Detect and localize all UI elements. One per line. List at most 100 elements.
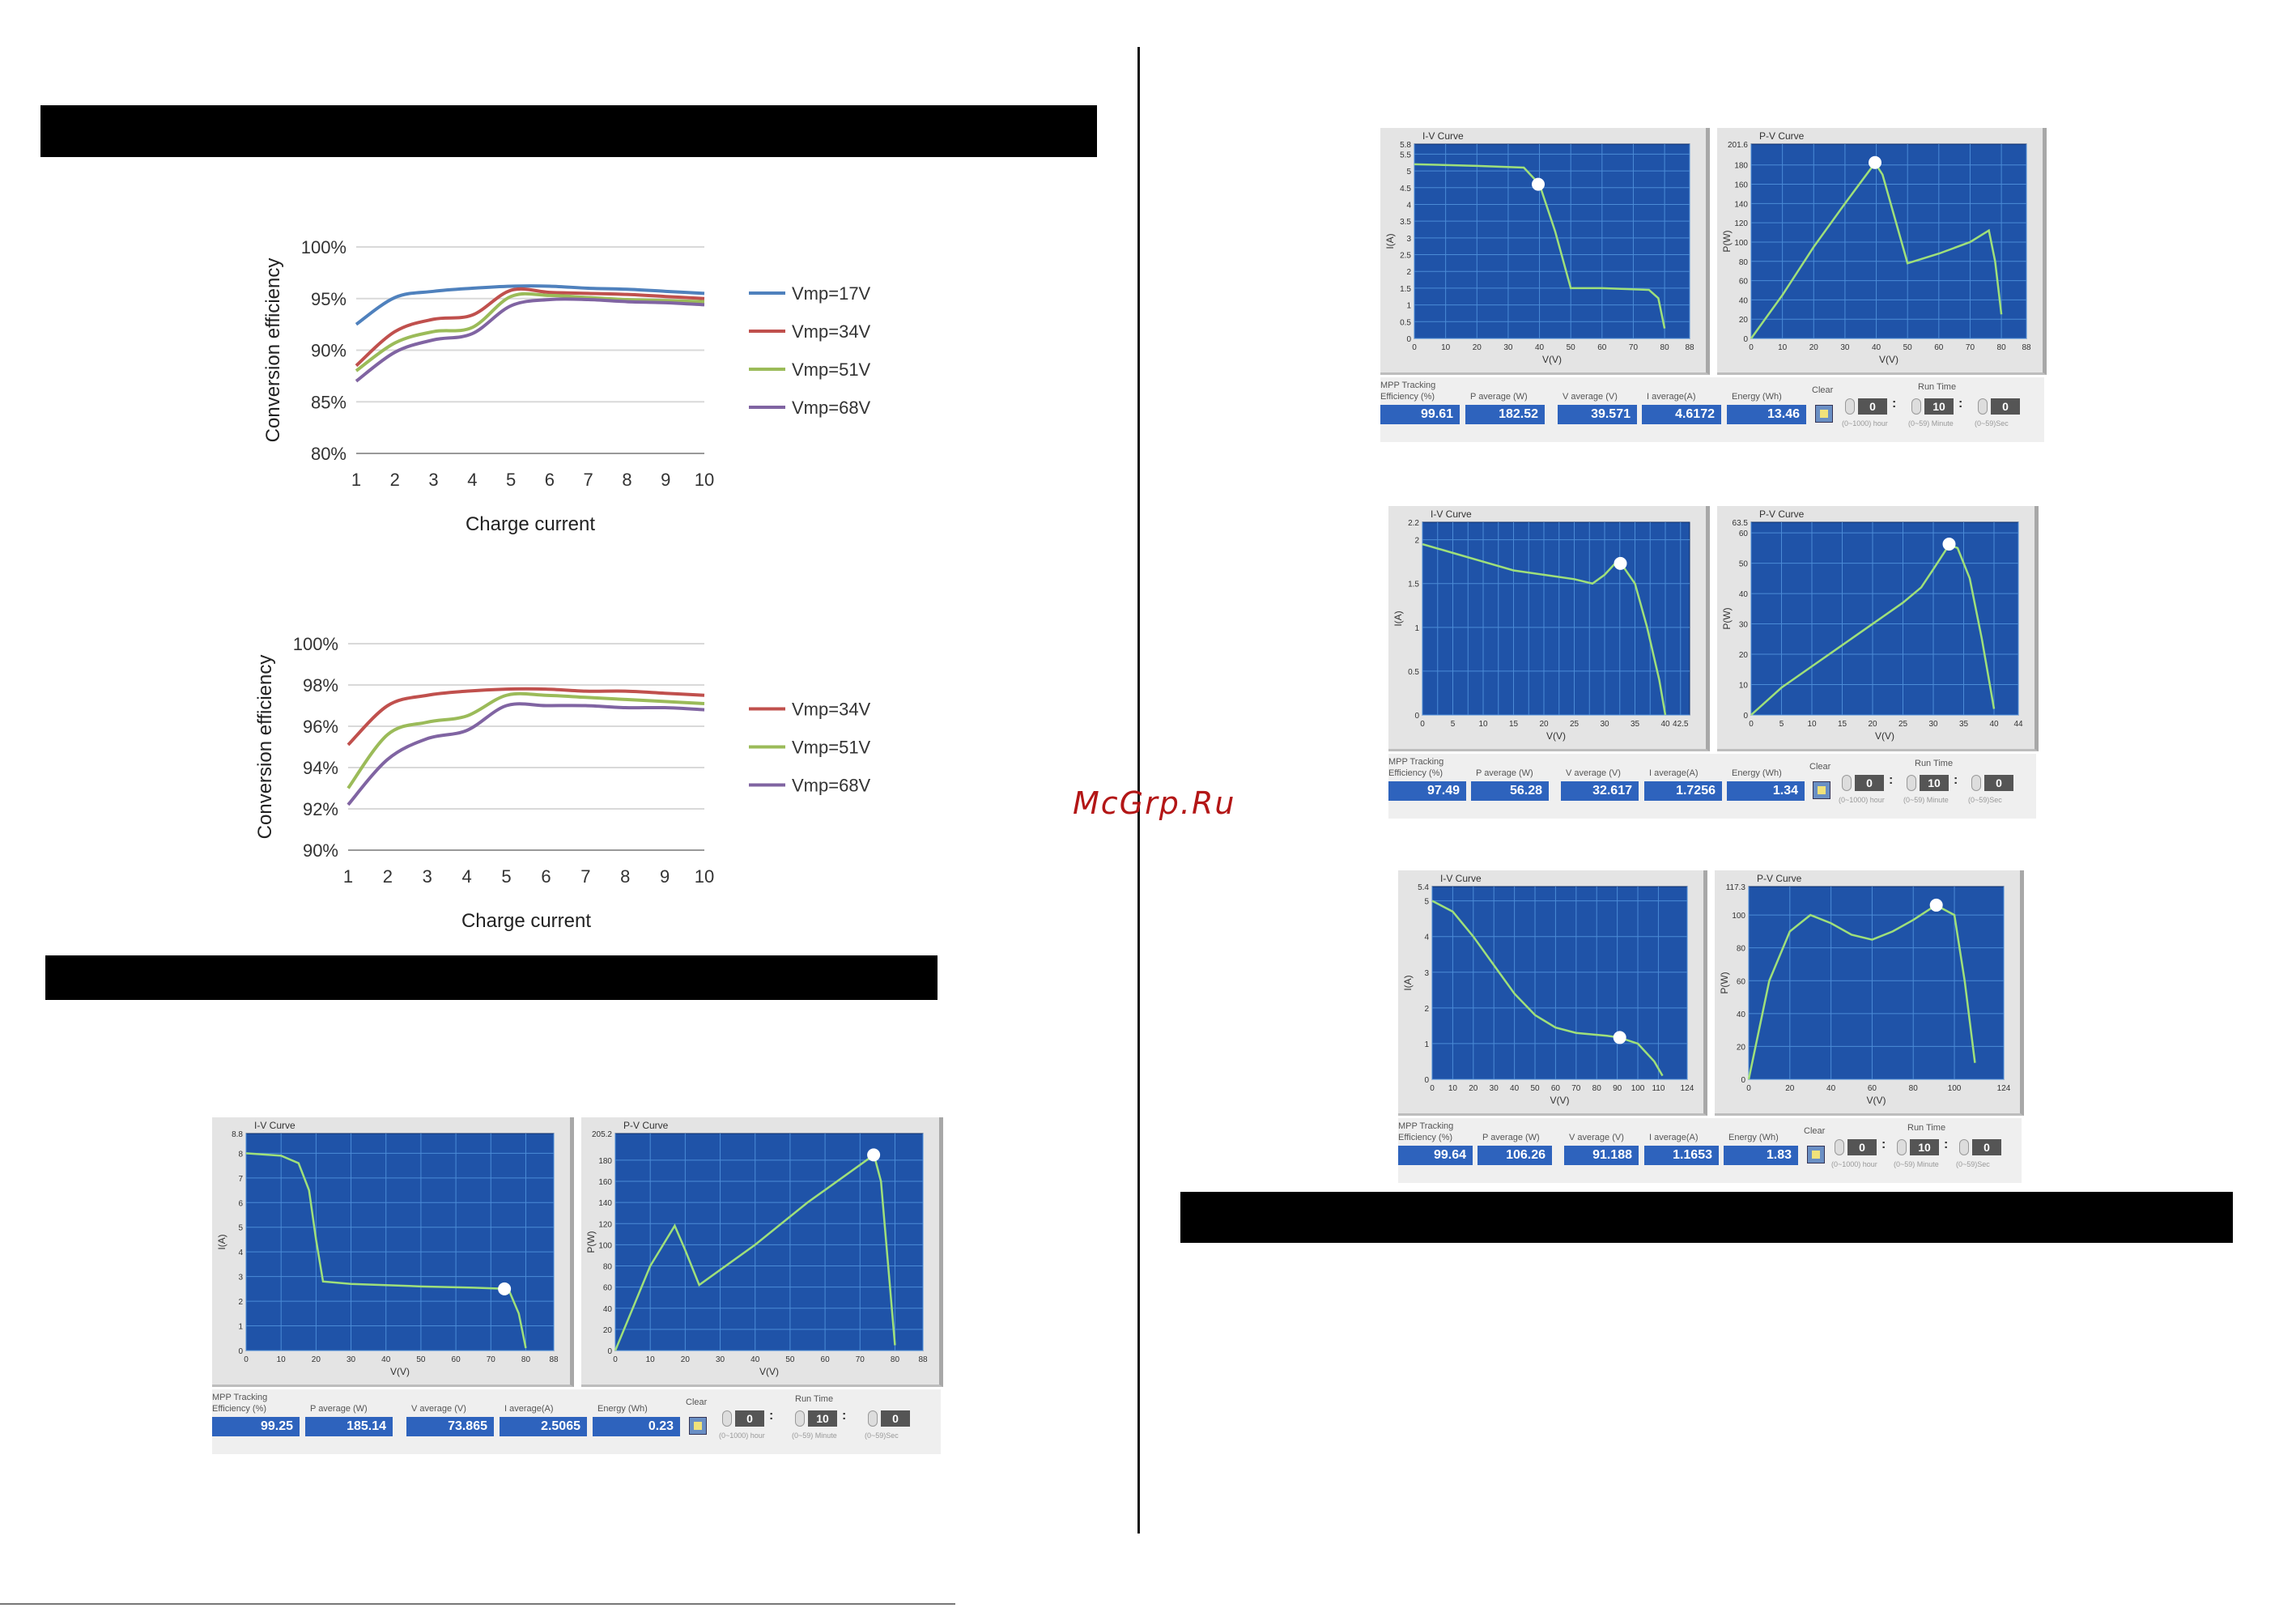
- section-header-bar-3: [1180, 1192, 2233, 1243]
- efficiency-header: MPP Tracking: [1398, 1121, 1454, 1131]
- mppt-result-1: I-V Curve 0 1 2 3 4 5 6 7 8 8.8 0 10 20 30 40 50 60 70 80 88…: [212, 1117, 943, 1457]
- runtime-label: Run Time: [1907, 1123, 1946, 1133]
- clear-button[interactable]: [1807, 1146, 1825, 1163]
- x-tick-label: 30: [1840, 343, 1850, 352]
- y-tick-label: 3: [238, 1274, 243, 1283]
- y-tick-label: 0: [1743, 712, 1748, 721]
- runtime-seconds[interactable]: 0: [881, 1410, 910, 1427]
- runtime-spinner[interactable]: [1971, 775, 1981, 791]
- runtime-minutes[interactable]: 10: [808, 1410, 837, 1427]
- x-tick-label: 10: [277, 1355, 287, 1364]
- curve-svg: P-V Curve 0 20 40 60 80 100 117.3 0 20 40 60 80 100 12…: [1719, 873, 2011, 1106]
- p-average-header: P average (W): [1476, 768, 1533, 778]
- plot-area: [245, 1133, 555, 1351]
- runtime-minutes[interactable]: 10: [1924, 398, 1954, 415]
- y-tick-label: 5: [238, 1224, 243, 1233]
- x-tick-label: 60: [821, 1355, 831, 1364]
- runtime-minutes[interactable]: 10: [1910, 1139, 1939, 1155]
- x-tick-label: 60: [1597, 343, 1607, 352]
- x-tick-label: 0: [1430, 1084, 1435, 1093]
- runtime-spinner[interactable]: [1835, 1139, 1844, 1155]
- x-tick-label: 6: [541, 866, 551, 887]
- curve-svg: I-V Curve 0 0.5 1 1.5 2 2.5 3 3.5 4 4.5 5 5.55.8 0 10 2…: [1384, 130, 1694, 365]
- x-tick-label: 60: [1868, 1084, 1877, 1093]
- x-tick-label: 2: [390, 470, 400, 490]
- clear-button[interactable]: [1813, 781, 1830, 799]
- runtime-seconds[interactable]: 0: [1991, 398, 2020, 415]
- y-tick-label: 90%: [311, 341, 347, 361]
- y-tick-label: 140: [1734, 200, 1748, 209]
- efficiency-value: 99.61: [1380, 405, 1460, 424]
- y-tick-label: 0: [1741, 1076, 1745, 1085]
- y-axis-label: P(W): [1721, 607, 1733, 629]
- y-tick-label: 30: [1739, 621, 1749, 630]
- curve-title: P-V Curve: [623, 1120, 669, 1131]
- runtime-spinner[interactable]: [1978, 398, 1988, 415]
- y-tick-label: 2: [1414, 537, 1419, 546]
- runtime-seconds[interactable]: 0: [1972, 1139, 2001, 1155]
- y-tick-label: 4: [1424, 934, 1429, 942]
- x-tick-label: 10: [1807, 720, 1817, 729]
- efficiency-value: 99.25: [212, 1417, 300, 1436]
- clear-label: Clear: [1804, 1126, 1826, 1136]
- x-axis-label: V(V): [759, 1366, 779, 1377]
- efficiency-header: MPP Tracking: [212, 1393, 268, 1402]
- runtime-hours[interactable]: 0: [1858, 398, 1887, 415]
- x-axis-label: V(V): [1875, 730, 1894, 742]
- x-tick-label: 60: [1551, 1084, 1561, 1093]
- runtime-spinner[interactable]: [1845, 398, 1855, 415]
- x-tick-label: 70: [856, 1355, 865, 1364]
- x-axis-label: V(V): [390, 1366, 410, 1377]
- clear-label: Clear: [1812, 385, 1834, 395]
- runtime-hours[interactable]: 0: [735, 1410, 764, 1427]
- mpp-marker: [498, 1282, 512, 1295]
- runtime-spinner[interactable]: [1959, 1139, 1969, 1155]
- x-tick-label: 80: [521, 1355, 531, 1364]
- runtime-spinner[interactable]: [722, 1410, 732, 1427]
- runtime-hours[interactable]: 0: [1847, 1139, 1877, 1155]
- i-average-value: 1.1653: [1644, 1146, 1719, 1165]
- curve-line: [1747, 904, 1976, 1080]
- x-tick-label: 5: [501, 866, 511, 887]
- v-average-header: V average (V): [1569, 1133, 1624, 1142]
- x-tick-label: 88: [1685, 343, 1694, 352]
- y-axis-label: Conversion efficiency: [254, 655, 276, 840]
- curve-title: I-V Curve: [1422, 130, 1464, 142]
- clear-button[interactable]: [689, 1417, 707, 1435]
- series-line-1: [347, 687, 705, 747]
- legend-label: Vmp=68V: [792, 398, 871, 418]
- runtime-hours[interactable]: 0: [1855, 775, 1884, 791]
- legend-label: Vmp=17V: [792, 283, 871, 304]
- runtime-seconds[interactable]: 0: [1984, 775, 2013, 791]
- runtime-spinner[interactable]: [795, 1410, 805, 1427]
- x-tick-label: 20: [1539, 720, 1549, 729]
- x-tick-label: 20: [1785, 1084, 1795, 1093]
- curve-title: P-V Curve: [1759, 130, 1805, 142]
- y-tick-label: 100: [1732, 912, 1745, 921]
- runtime-colon: :: [1889, 773, 1894, 787]
- x-tick-label: 5: [506, 470, 516, 490]
- y-tick-label: 180: [1734, 162, 1748, 171]
- x-tick-label: 0: [1749, 720, 1754, 729]
- runtime-spinner[interactable]: [868, 1410, 878, 1427]
- y-tick-label: 10: [1739, 682, 1749, 691]
- x-tick-label: 5: [1779, 720, 1784, 729]
- runtime-spinner[interactable]: [1842, 775, 1852, 791]
- runtime-spinner[interactable]: [1897, 1139, 1907, 1155]
- x-tick-label: 10: [1441, 343, 1451, 352]
- y-tick-label: 60: [1739, 278, 1749, 287]
- runtime-minutes[interactable]: 10: [1920, 775, 1949, 791]
- y-tick-label: 0: [1414, 712, 1419, 721]
- pv-curve-panel: P-V Curve 0 20 40 60 80 100 120 140 160 180 201.6 0 1…: [1717, 128, 2047, 375]
- curve-title: I-V Curve: [254, 1120, 296, 1131]
- x-tick-label: 15: [1838, 720, 1847, 729]
- runtime-spinner[interactable]: [1911, 398, 1921, 415]
- y-tick-label: 4: [238, 1249, 243, 1257]
- y-axis-label: I(A): [1392, 610, 1404, 626]
- status-bar: MPP Tracking Efficiency (%) P average (W) V…: [212, 1389, 941, 1454]
- runtime-spinner[interactable]: [1907, 775, 1916, 791]
- clear-button[interactable]: [1815, 405, 1833, 423]
- p-average-header: P average (W): [310, 1404, 368, 1414]
- y-tick-label: 5: [1424, 898, 1429, 907]
- x-tick-label: 110: [1652, 1084, 1665, 1093]
